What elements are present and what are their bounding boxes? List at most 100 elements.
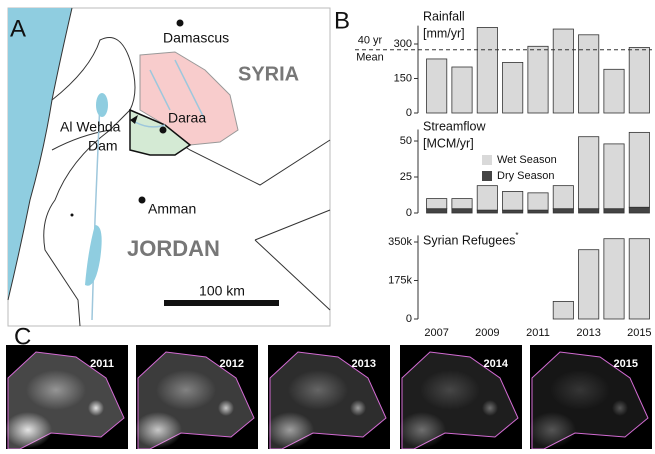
city-lights	[350, 400, 366, 416]
legend-label: Wet Season	[497, 154, 557, 166]
y-tick-label: 0	[406, 313, 412, 325]
bar	[578, 136, 600, 210]
bar	[628, 131, 650, 208]
x-tick-label: 2009	[475, 327, 499, 339]
dead-sea	[85, 225, 102, 286]
map-label: Damascus	[163, 30, 229, 46]
satellite-images: 2011 2012 2013 2014 2015	[4, 345, 652, 450]
bar	[628, 238, 650, 320]
image-year: 2015	[614, 358, 638, 370]
chart-unit: [MCM/yr]	[423, 136, 474, 150]
bar	[502, 209, 524, 214]
y-tick-label: 50	[400, 135, 412, 147]
map-label: Al Wehda	[60, 119, 121, 135]
chart-title: Streamflow	[423, 119, 486, 133]
y-tick-label: 350k	[388, 236, 412, 248]
map: Damascus SYRIA Daraa Al Wehda Dam Amman …	[7, 7, 331, 327]
bar	[552, 28, 574, 114]
city-lights	[420, 370, 480, 410]
bar	[476, 185, 498, 211]
lake	[96, 93, 108, 117]
border	[43, 129, 111, 327]
map-label: Amman	[148, 201, 196, 217]
coast	[7, 7, 73, 301]
border	[51, 37, 136, 151]
city	[138, 196, 146, 204]
panel-label: B	[334, 7, 350, 34]
y-tick-label: 300	[394, 38, 412, 50]
mean-label: Mean	[356, 52, 384, 64]
city	[70, 213, 74, 217]
bar	[603, 208, 625, 214]
city-lights	[482, 400, 498, 416]
bar	[426, 208, 448, 214]
river	[91, 59, 206, 321]
chart-title: Rainfall	[423, 9, 465, 23]
basin	[139, 51, 239, 146]
bar	[502, 62, 524, 114]
x-tick-label: 2015	[627, 327, 651, 339]
city	[176, 19, 184, 27]
chart-title: Syrian Refugees*	[423, 231, 519, 247]
bar	[502, 191, 524, 211]
title-mark: *	[515, 231, 518, 240]
bar	[552, 185, 574, 210]
dam-marker	[130, 115, 138, 124]
city	[159, 126, 167, 134]
city-lights	[88, 400, 104, 416]
bar	[578, 249, 600, 320]
city-lights	[4, 412, 52, 448]
bar	[527, 209, 549, 214]
city-lights	[398, 412, 446, 448]
mean-label: 40 yr	[358, 35, 383, 47]
image-year: 2013	[352, 358, 376, 370]
image-year: 2011	[90, 358, 114, 370]
scale-bar	[164, 300, 279, 306]
map-label: Daraa	[168, 110, 206, 126]
map-label: JORDAN	[127, 236, 220, 261]
bar	[476, 209, 498, 214]
image-year: 2014	[484, 358, 509, 370]
y-tick-label: 175k	[388, 274, 412, 286]
bar	[451, 198, 473, 210]
y-tick-label: 150	[394, 72, 412, 84]
city-lights	[266, 412, 314, 448]
bar	[426, 58, 448, 114]
city-lights	[26, 370, 86, 410]
bar	[578, 34, 600, 114]
border	[254, 209, 331, 311]
bar	[603, 143, 625, 210]
x-tick-label: 2013	[576, 327, 600, 339]
chart-unit: [mm/yr]	[423, 26, 465, 40]
x-tick-label: 2011	[526, 327, 550, 339]
city-lights	[156, 370, 216, 410]
panel-label: A	[10, 15, 26, 42]
y-tick-label: 0	[406, 107, 412, 119]
bar	[578, 208, 600, 214]
bar	[603, 68, 625, 114]
legend-label: Dry Season	[497, 170, 554, 182]
city-lights	[134, 412, 182, 448]
city-lights	[612, 400, 628, 416]
city-lights	[550, 370, 610, 410]
legend-swatch	[482, 155, 492, 165]
map-label: Dam	[88, 138, 118, 154]
bar	[628, 206, 650, 214]
image-year: 2012	[220, 358, 244, 370]
bar	[451, 66, 473, 114]
bar	[603, 238, 625, 320]
legend-swatch	[482, 171, 492, 181]
y-tick-label: 25	[400, 171, 412, 183]
map-label: SYRIA	[238, 63, 299, 85]
bar	[451, 208, 473, 214]
bar	[476, 27, 498, 114]
panel-label: C	[14, 323, 31, 350]
scale-label: 100 km	[199, 283, 245, 299]
bar	[628, 47, 650, 114]
bar	[426, 198, 448, 210]
city-lights	[218, 400, 234, 416]
x-tick-label: 2007	[424, 327, 448, 339]
bar	[527, 45, 549, 114]
bar	[552, 208, 574, 214]
